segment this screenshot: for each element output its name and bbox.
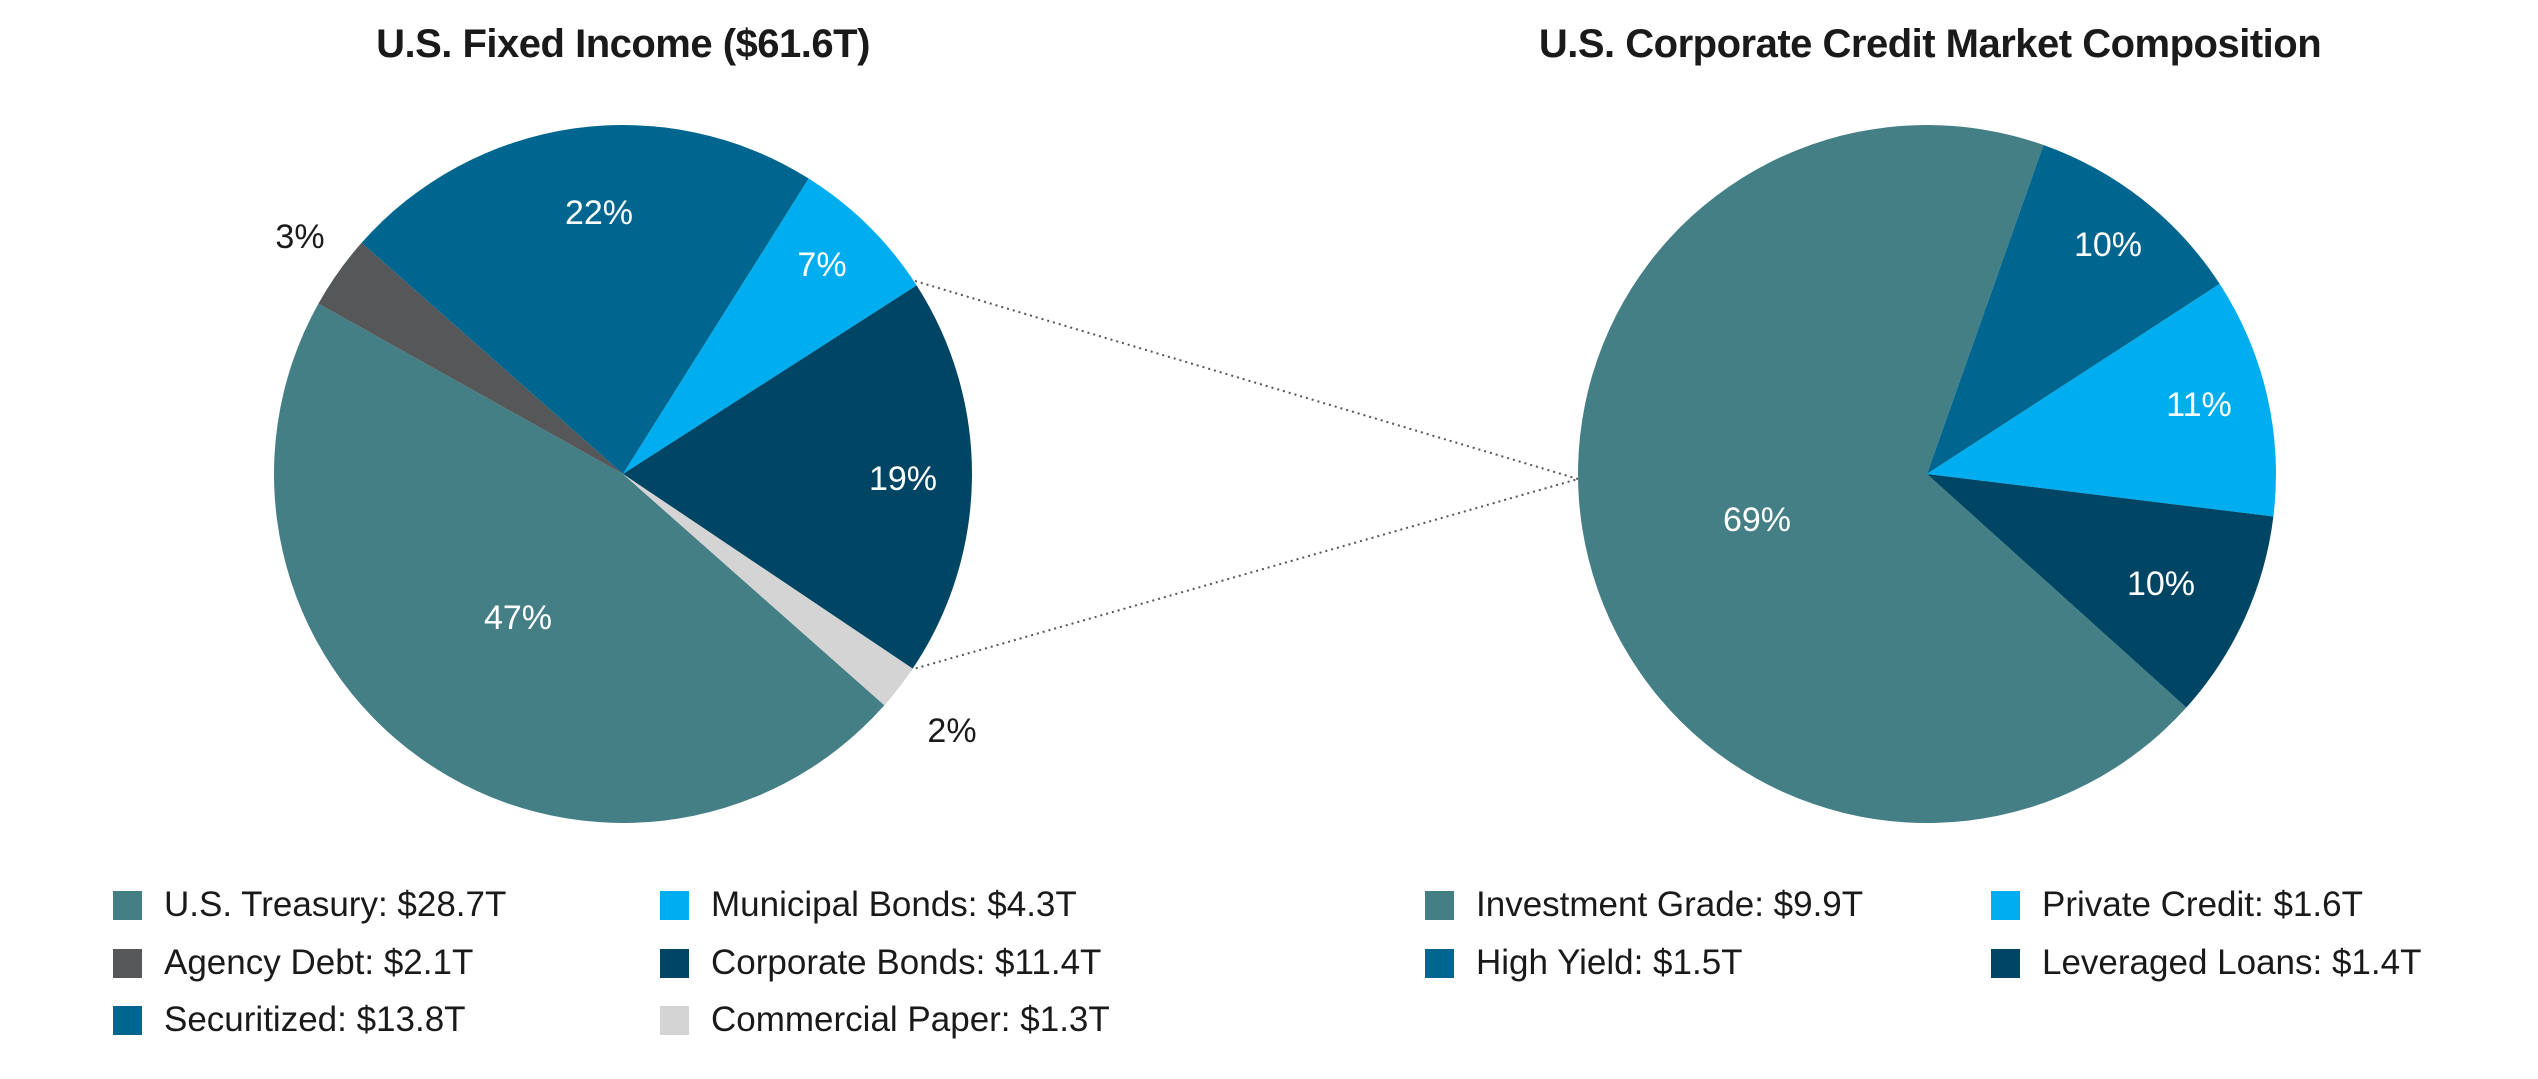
left-pie-data-label: 47% [484, 599, 552, 637]
right-pie-data-label: 11% [2166, 386, 2232, 424]
right-pie-slice-private-credit [1927, 283, 2276, 517]
right-legend-item: Investment Grade: $9.9T [1425, 885, 1863, 925]
right-legend-item: High Yield: $1.5T [1425, 943, 1743, 983]
left-legend-item: Securitized: $13.8T [113, 1000, 466, 1040]
legend-swatch [660, 890, 689, 920]
right-pie-data-label: 10% [2074, 226, 2142, 264]
legend-swatch [1991, 948, 2020, 978]
left-pie-data-label: 3% [275, 218, 324, 256]
legend-swatch [113, 1005, 142, 1035]
right-chart-title: U.S. Corporate Credit Market Composition [1538, 22, 2322, 66]
connector-line [914, 280, 1579, 480]
left-legend-item: Municipal Bonds: $4.3T [660, 885, 1077, 925]
legend-label: Commercial Paper: $1.3T [711, 1000, 1110, 1039]
connector-line [909, 478, 1579, 671]
legend-label: Securitized: $13.8T [164, 1000, 466, 1039]
legend-label: Corporate Bonds: $11.4T [711, 943, 1102, 982]
left-pie-slice-agency-debt [318, 242, 623, 474]
right-legend-item: Private Credit: $1.6T [1991, 885, 2363, 925]
legend-label: U.S. Treasury: $28.7T [164, 885, 507, 924]
left-pie-slice-commercial-paper [623, 474, 913, 706]
legend-swatch [660, 948, 689, 978]
left-pie-data-label: 7% [797, 246, 846, 284]
left-pie-data-label: 2% [927, 712, 976, 750]
left-pie-slice-securitized [361, 124, 809, 474]
left-legend-item: Agency Debt: $2.1T [113, 943, 473, 983]
right-pie-data-label: 69% [1723, 501, 1791, 539]
right-legend-item: Leveraged Loans: $1.4T [1991, 943, 2421, 983]
legend-label: Investment Grade: $9.9T [1476, 885, 1864, 924]
legend-label: High Yield: $1.5T [1476, 943, 1743, 982]
legend-swatch [113, 890, 142, 920]
legend-swatch [660, 1005, 689, 1035]
left-legend-item: Commercial Paper: $1.3T [660, 1000, 1110, 1040]
legend-swatch [1991, 890, 2020, 920]
legend-label: Agency Debt: $2.1T [164, 943, 474, 982]
left-legend-item: U.S. Treasury: $28.7T [113, 885, 506, 925]
left-chart-title: U.S. Fixed Income ($61.6T) [376, 22, 870, 66]
legend-label: Leveraged Loans: $1.4T [2042, 943, 2422, 982]
left-pie-slice-u-s-treasury [273, 303, 885, 824]
left-pie-data-label: 19% [869, 460, 937, 498]
left-pie-slice-municipal-bonds [623, 178, 917, 475]
legend-swatch [113, 948, 142, 978]
left-legend-item: Corporate Bonds: $11.4T [660, 943, 1101, 983]
legend-label: Private Credit: $1.6T [2042, 885, 2363, 924]
right-pie-slice-high-yield [1927, 145, 2220, 474]
right-pie-slice-leveraged-loans [1927, 474, 2274, 708]
left-pie-slice-corporate-bonds [623, 285, 973, 669]
left-pie-data-label: 22% [565, 194, 633, 232]
legend-label: Municipal Bonds: $4.3T [711, 885, 1077, 924]
right-pie-data-label: 10% [2127, 565, 2195, 603]
right-pie-slice-investment-grade [1578, 125, 2187, 824]
legend-swatch [1425, 948, 1454, 978]
legend-swatch [1425, 890, 1454, 920]
